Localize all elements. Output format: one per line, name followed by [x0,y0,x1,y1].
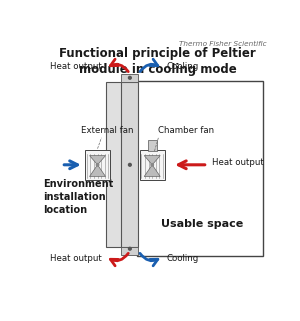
Polygon shape [144,165,160,177]
Text: Heat output: Heat output [50,62,101,71]
Text: Heat output: Heat output [212,158,263,167]
Text: External fan: External fan [81,126,134,135]
Bar [148,140,157,151]
Bar [122,74,138,82]
Bar [106,82,123,247]
Text: Environment
installation
location: Environment installation location [43,179,113,215]
Text: Functional principle of Peltier
module in cooling mode: Functional principle of Peltier module i… [59,47,256,76]
Circle shape [128,76,131,79]
Circle shape [96,164,99,166]
Bar [122,247,138,255]
Text: Thermo Fisher Scientific: Thermo Fisher Scientific [178,41,266,47]
FancyArrowPatch shape [140,253,158,266]
FancyArrowPatch shape [110,59,128,72]
FancyArrowPatch shape [140,59,158,72]
Polygon shape [144,156,160,165]
FancyBboxPatch shape [140,150,164,179]
FancyBboxPatch shape [85,150,110,179]
Bar [122,82,138,247]
Text: Cooling: Cooling [167,62,199,71]
Polygon shape [89,165,106,177]
Bar [137,81,263,256]
FancyArrowPatch shape [110,253,128,266]
Text: Chamber fan: Chamber fan [158,126,214,135]
Text: Heat output: Heat output [50,254,101,263]
Circle shape [128,163,131,166]
Polygon shape [89,156,106,165]
Text: Usable space: Usable space [161,219,243,229]
Text: Cooling: Cooling [167,254,199,263]
Circle shape [128,247,131,250]
Circle shape [151,164,153,166]
